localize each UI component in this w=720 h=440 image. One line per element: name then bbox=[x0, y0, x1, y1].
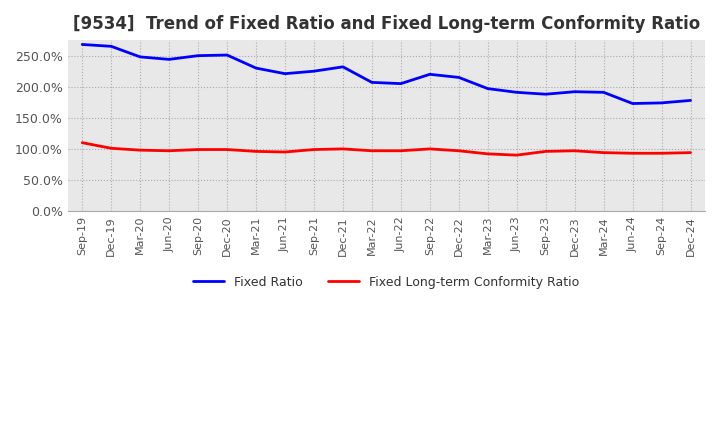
Fixed Long-term Conformity Ratio bbox=[513, 153, 521, 158]
Fixed Long-term Conformity Ratio bbox=[599, 150, 608, 155]
Fixed Ratio bbox=[310, 69, 318, 74]
Line: Fixed Ratio: Fixed Ratio bbox=[82, 44, 690, 103]
Fixed Ratio bbox=[483, 86, 492, 91]
Fixed Ratio bbox=[252, 66, 261, 71]
Fixed Long-term Conformity Ratio bbox=[426, 146, 434, 151]
Fixed Long-term Conformity Ratio bbox=[281, 149, 289, 154]
Fixed Ratio bbox=[281, 71, 289, 76]
Fixed Ratio bbox=[513, 90, 521, 95]
Fixed Long-term Conformity Ratio bbox=[686, 150, 695, 155]
Fixed Ratio bbox=[397, 81, 405, 86]
Fixed Long-term Conformity Ratio bbox=[629, 150, 637, 156]
Fixed Long-term Conformity Ratio bbox=[136, 147, 145, 153]
Fixed Long-term Conformity Ratio bbox=[222, 147, 231, 152]
Legend: Fixed Ratio, Fixed Long-term Conformity Ratio: Fixed Ratio, Fixed Long-term Conformity … bbox=[188, 271, 585, 294]
Fixed Long-term Conformity Ratio bbox=[78, 140, 86, 145]
Fixed Long-term Conformity Ratio bbox=[397, 148, 405, 154]
Fixed Ratio bbox=[78, 42, 86, 47]
Line: Fixed Long-term Conformity Ratio: Fixed Long-term Conformity Ratio bbox=[82, 143, 690, 155]
Fixed Ratio bbox=[194, 53, 202, 58]
Fixed Long-term Conformity Ratio bbox=[570, 148, 579, 154]
Fixed Ratio bbox=[368, 80, 377, 85]
Fixed Ratio bbox=[426, 72, 434, 77]
Fixed Long-term Conformity Ratio bbox=[310, 147, 318, 152]
Fixed Long-term Conformity Ratio bbox=[657, 150, 666, 156]
Fixed Ratio bbox=[338, 64, 347, 70]
Fixed Ratio bbox=[570, 89, 579, 94]
Fixed Long-term Conformity Ratio bbox=[541, 149, 550, 154]
Fixed Ratio bbox=[657, 100, 666, 106]
Fixed Ratio bbox=[599, 90, 608, 95]
Fixed Long-term Conformity Ratio bbox=[165, 148, 174, 154]
Fixed Ratio bbox=[222, 52, 231, 58]
Fixed Long-term Conformity Ratio bbox=[483, 151, 492, 157]
Fixed Ratio bbox=[136, 54, 145, 59]
Fixed Long-term Conformity Ratio bbox=[368, 148, 377, 154]
Fixed Long-term Conformity Ratio bbox=[252, 149, 261, 154]
Fixed Long-term Conformity Ratio bbox=[194, 147, 202, 152]
Fixed Ratio bbox=[686, 98, 695, 103]
Fixed Long-term Conformity Ratio bbox=[338, 146, 347, 151]
Fixed Ratio bbox=[165, 57, 174, 62]
Fixed Long-term Conformity Ratio bbox=[107, 146, 115, 151]
Fixed Ratio bbox=[541, 92, 550, 97]
Fixed Long-term Conformity Ratio bbox=[454, 148, 463, 154]
Title: [9534]  Trend of Fixed Ratio and Fixed Long-term Conformity Ratio: [9534] Trend of Fixed Ratio and Fixed Lo… bbox=[73, 15, 700, 33]
Fixed Ratio bbox=[629, 101, 637, 106]
Fixed Ratio bbox=[107, 44, 115, 49]
Fixed Ratio bbox=[454, 75, 463, 80]
